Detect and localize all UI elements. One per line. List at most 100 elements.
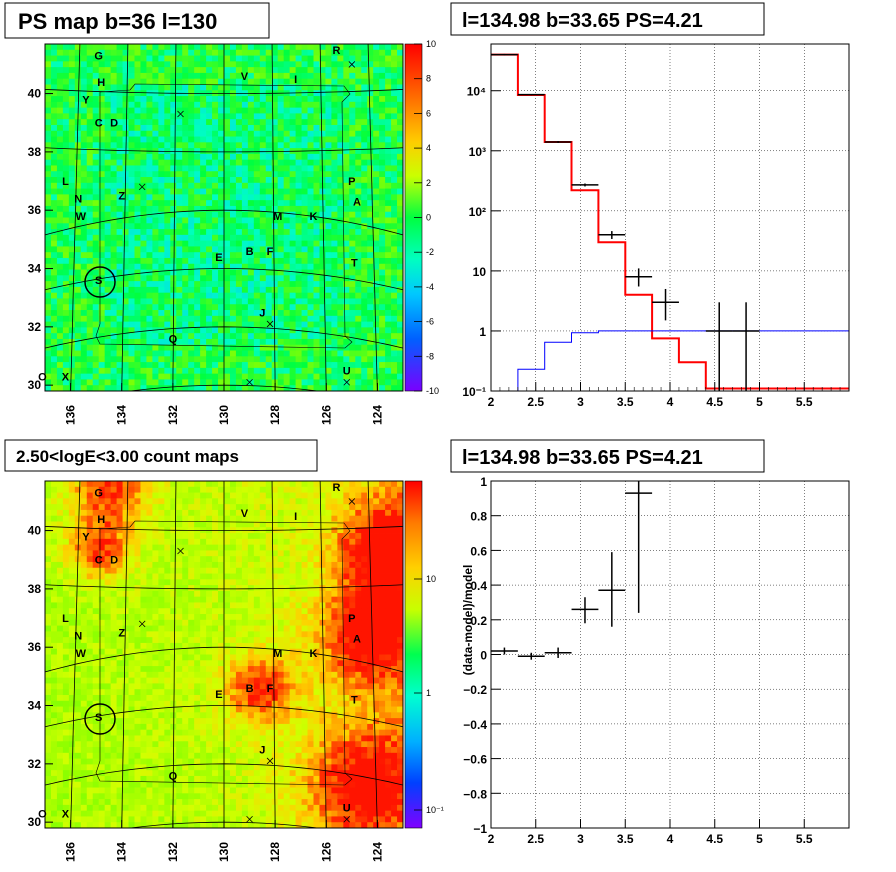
x-tick-label: 5.5 xyxy=(796,395,813,409)
x-tick-label: 132 xyxy=(166,842,180,862)
source-label-Q: Q xyxy=(169,334,178,346)
x-tick-label: 3.5 xyxy=(617,832,634,846)
spectrum-plot: 2 2.5 3 3.5 4 4.5 5 5.5 10⁻¹ 1 10 10² 10³ 10⁴ xyxy=(462,43,850,409)
x-tick-label: 130 xyxy=(217,842,231,862)
title-box-br: l=134.98 b=33.65 PS=4.21 xyxy=(450,439,765,473)
source-label-A: A xyxy=(353,633,361,645)
x-tick-label: 4.5 xyxy=(706,395,723,409)
title-box-tl: PS map b=36 l=130 xyxy=(4,2,270,39)
source-label-Z: Z xyxy=(118,191,125,203)
count-colorbar-label: 1 xyxy=(426,688,431,698)
x-tick-label: 136 xyxy=(64,842,78,862)
x-tick-label: 136 xyxy=(64,405,78,425)
y-tick-label: 34 xyxy=(28,262,42,276)
source-label-W: W xyxy=(76,211,87,223)
roi-outline xyxy=(95,83,353,349)
y-tick-label: 0.6 xyxy=(470,544,487,558)
panel-title-tl: PS map b=36 l=130 xyxy=(18,9,217,34)
source-label-G: G xyxy=(94,51,103,63)
source-label-A: A xyxy=(353,196,361,208)
source-cross xyxy=(177,547,184,555)
y-axis-title: (data-model)/model xyxy=(461,565,475,676)
title-box-tr: l=134.98 b=33.65 PS=4.21 xyxy=(450,2,765,36)
x-tick-label: 128 xyxy=(268,405,282,425)
map-graticule xyxy=(45,44,403,391)
source-label-D: D xyxy=(110,555,118,567)
y-tick-label: 10³ xyxy=(469,145,486,159)
source-cross xyxy=(348,498,356,505)
panel-title-br: l=134.98 b=33.65 PS=4.21 xyxy=(462,447,703,469)
y-tick-label: 30 xyxy=(28,815,42,829)
source-label-S: S xyxy=(95,712,102,724)
x-tick-label: 124 xyxy=(370,842,384,862)
y-tick-label: 10² xyxy=(469,205,486,219)
source-label-P: P xyxy=(348,176,355,188)
x-tick-label: 3 xyxy=(577,395,584,409)
source-label-G: G xyxy=(94,488,103,500)
y-tick-label: 0.2 xyxy=(470,614,487,628)
y-tick-label: 36 xyxy=(28,640,42,654)
x-tick-label: 4 xyxy=(667,395,674,409)
x-tick-label: 3.5 xyxy=(617,395,634,409)
source-cross xyxy=(138,620,146,628)
source-cross xyxy=(348,61,356,68)
source-label-T: T xyxy=(351,695,358,707)
ps-colorbar-label: -4 xyxy=(426,282,434,292)
source-cross xyxy=(266,320,274,328)
source-label-J: J xyxy=(259,744,265,756)
y-tick-label: 10⁻¹ xyxy=(462,385,486,399)
x-tick-label: 134 xyxy=(115,842,129,862)
x-tick-label: 2 xyxy=(488,395,495,409)
panel-title-tr: l=134.98 b=33.65 PS=4.21 xyxy=(462,10,703,32)
roi-outline xyxy=(95,520,353,786)
ps-map: G R H V I YC D L Z N PA W M K E B F T S J Q U O X 136 134 132 130 12… xyxy=(28,43,404,425)
ps-colorbar-label: -6 xyxy=(426,317,434,327)
y-tick-label: 0.8 xyxy=(470,510,487,524)
ps-colorbar-label: 8 xyxy=(426,74,431,84)
x-tick-label: 126 xyxy=(319,405,333,425)
y-tick-label: 0 xyxy=(480,649,487,663)
ps-colorbar-label: 2 xyxy=(426,178,431,188)
x-tick-label: 5.5 xyxy=(796,832,813,846)
source-label-O: O xyxy=(38,371,47,383)
source-label-H: H xyxy=(97,77,105,89)
source-cross xyxy=(343,815,351,823)
target-circle xyxy=(84,266,116,298)
source-cross xyxy=(177,110,184,118)
count-map: G R H V I YC D L Z N PA W M K E B F T S J Q U O X 136 134 132 130 12… xyxy=(28,480,404,862)
ps-colorbar-label: -10 xyxy=(426,386,439,396)
source-label-N: N xyxy=(74,194,82,206)
source-label-E: E xyxy=(215,689,222,701)
model-histogram xyxy=(491,53,849,390)
y-tick-label: 36 xyxy=(28,203,42,217)
x-tick-label: 126 xyxy=(319,842,333,862)
x-tick-label: 5 xyxy=(756,832,763,846)
y-tick-label: −0.4 xyxy=(463,718,487,732)
ps-colorbar-label: 0 xyxy=(426,213,431,223)
x-tick-label: 5 xyxy=(756,395,763,409)
source-label-C: C xyxy=(95,118,103,130)
source-cross xyxy=(246,378,253,386)
ps-colorbar: 10 8 6 4 2 0 -2 -4 -6 -8 -10 xyxy=(404,39,439,396)
y-tick-label: 0.4 xyxy=(470,579,487,593)
x-tick-label: 124 xyxy=(370,405,384,425)
y-tick-label: −0.8 xyxy=(463,787,487,801)
source-label-N: N xyxy=(74,631,82,643)
x-tick-label: 132 xyxy=(166,405,180,425)
source-label-D: D xyxy=(110,118,118,130)
panel-title-bl: 2.50<logE<3.00 count maps xyxy=(16,447,239,466)
y-tick-label: 34 xyxy=(28,699,42,713)
source-cross xyxy=(266,757,274,765)
source-label-L: L xyxy=(62,176,69,188)
source-label-S: S xyxy=(95,275,102,287)
source-label-C: C xyxy=(95,555,103,567)
spectrum-grid xyxy=(491,44,849,391)
map-pixels xyxy=(45,481,403,828)
source-label-W: W xyxy=(76,648,87,660)
source-label-T: T xyxy=(351,258,358,270)
x-tick-label: 4.5 xyxy=(706,832,723,846)
y-tick-label: 40 xyxy=(28,87,42,101)
source-label-R: R xyxy=(333,482,341,494)
y-tick-label: 1 xyxy=(479,325,486,339)
